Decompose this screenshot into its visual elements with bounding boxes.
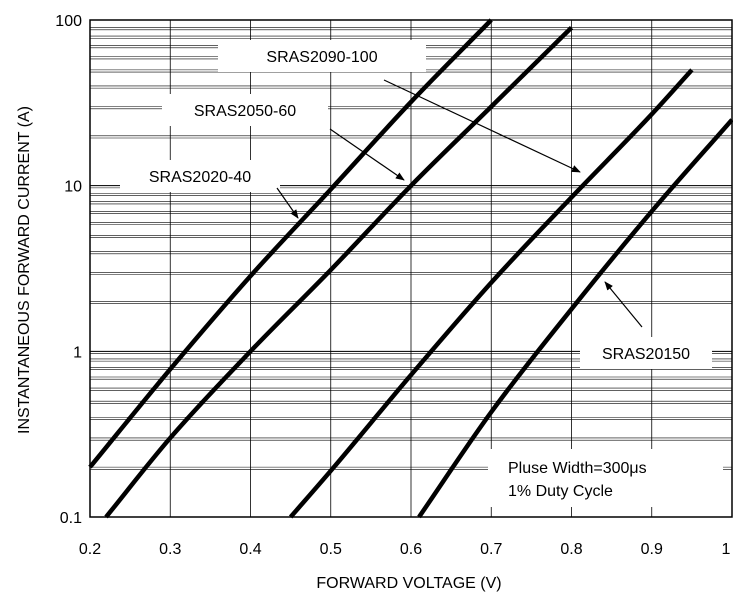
annotation-label-0: SRAS2090-100 [266, 49, 377, 66]
y-axis-title: INSTANTANEOUS FORWARD CURRENT (A) [16, 106, 33, 434]
annotation-arrow-2 [276, 187, 299, 219]
x-tick-label: 0.4 [239, 541, 261, 558]
note-box-bg-left [488, 449, 608, 507]
x-axis-title: FORWARD VOLTAGE (V) [316, 575, 501, 592]
annotation-box-2 [120, 160, 280, 192]
x-tick-label: 0.6 [400, 541, 422, 558]
annotation-box-1 [162, 94, 328, 126]
plot-frame [89, 19, 733, 518]
y-tick-label: 10 [64, 179, 82, 196]
x-tick-label: 0.3 [159, 541, 181, 558]
series-line-1 [104, 25, 574, 519]
annotation-arrow-0 [383, 79, 581, 173]
annotation-arrow-1 [329, 128, 405, 181]
x-tick-label: 0.7 [480, 541, 502, 558]
x-tick-label: 0.9 [641, 541, 663, 558]
tick-labels: 0.2 0.3 0.4 0.5 0.6 0.7 0.8 0.9 1 0.1 1 10 100 [55, 13, 730, 558]
annotation-box-0 [218, 40, 426, 72]
series-line-0 [88, 18, 493, 469]
annotation-arrow-3 [604, 281, 643, 328]
annotation-label-2: SRAS2020-40 [149, 169, 251, 186]
x-tick-label: 0.5 [320, 541, 342, 558]
y-tick-label: 0.1 [60, 510, 82, 527]
series-line-2 [288, 68, 694, 519]
annotation-box-3 [580, 337, 712, 369]
note-line-1: 1% Duty Cycle [508, 483, 613, 500]
y-tick-label: 1 [73, 344, 82, 361]
series-line-3 [417, 118, 733, 519]
annotation-label-3: SRAS20150 [602, 346, 690, 363]
note-box-bg [603, 449, 723, 507]
note-line-0: Pluse Width=300μs [508, 460, 647, 477]
y-tick-label: 100 [55, 13, 82, 30]
x-tick-label: 1 [722, 541, 731, 558]
x-tick-label: 0.2 [79, 541, 101, 558]
annotation-layer: SRAS2090-100 SRAS2050-60 SRAS2020-40 SRAS20… [120, 40, 723, 507]
annotation-label-1: SRAS2050-60 [194, 103, 296, 120]
x-tick-label: 0.8 [560, 541, 582, 558]
